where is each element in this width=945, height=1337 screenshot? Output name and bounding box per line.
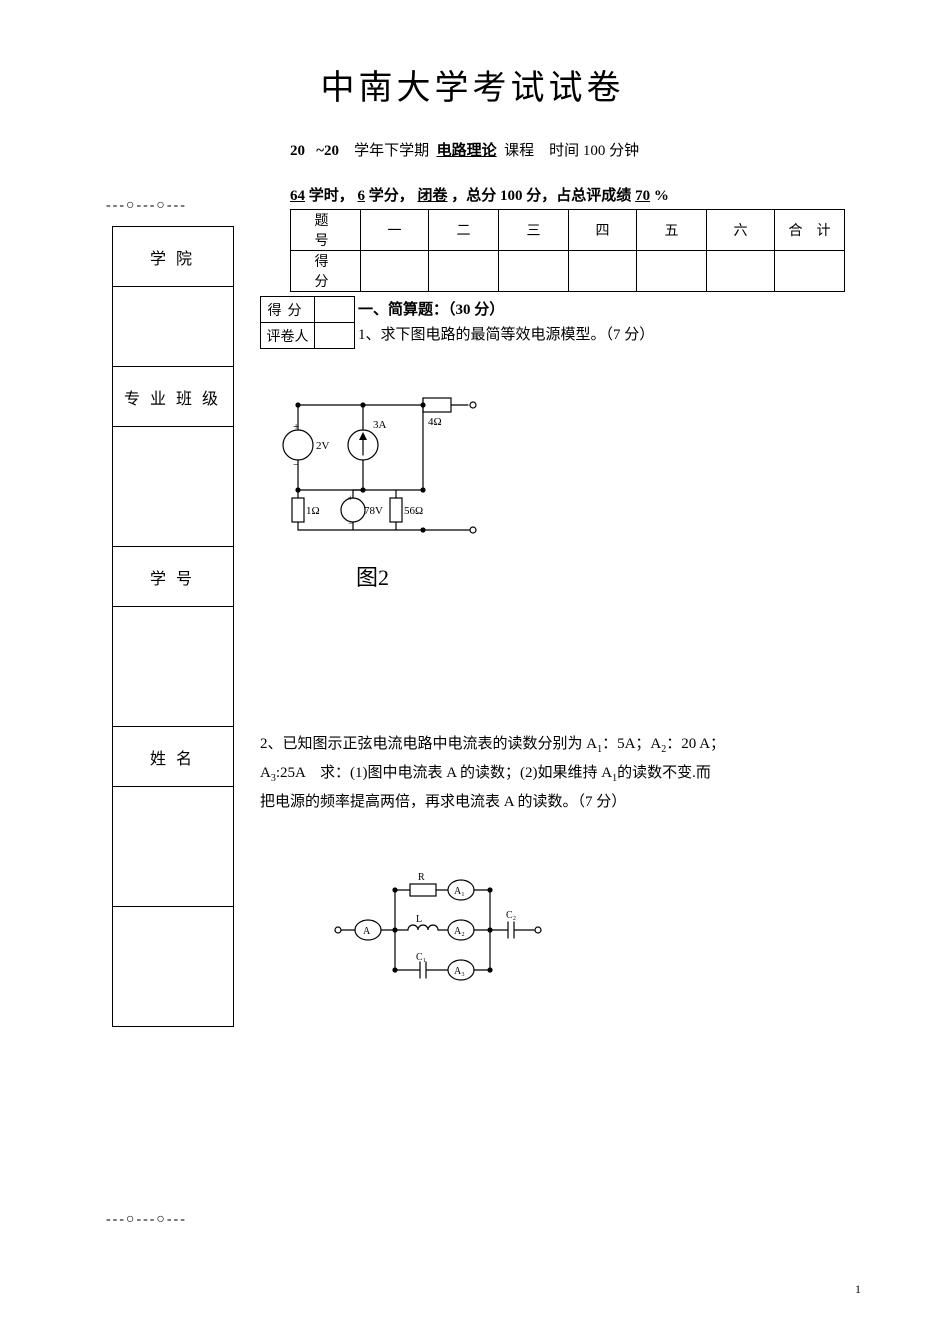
sidebar-name: 姓名 — [113, 727, 234, 787]
fig2-A2-label: A₂ — [454, 926, 465, 937]
fig2-A-label: A — [363, 926, 371, 937]
score-val-6 — [707, 251, 775, 292]
percent-value: 70 — [635, 188, 650, 204]
score-table: 题 号 一 二 三 四 五 六 合 计 得 分 — [290, 209, 845, 292]
fig2-C1-label: C₁ — [416, 952, 426, 963]
score-col-total: 合 计 — [775, 210, 845, 251]
fig1-2v-label: 2V — [316, 440, 330, 452]
sidebar-name-blank — [113, 787, 234, 907]
sidebar-id-blank — [113, 607, 234, 727]
student-info-table: 学院 专业班级 学号 姓名 — [112, 226, 234, 1027]
hours-value: 64 — [290, 188, 305, 204]
hours-label: 学时， — [309, 188, 354, 204]
question-2: 2、已知图示正弦电流电路中电流表的读数分别为 A1：5A；A2：20 A； A3… — [260, 726, 845, 817]
course-label: 课程 — [504, 143, 534, 159]
cut-mark-top: ---○---○--- — [106, 198, 187, 214]
sidebar-extra-blank — [113, 907, 234, 1027]
score-col-1: 一 — [361, 210, 429, 251]
fig1-4ohm-label: 4Ω — [428, 416, 442, 428]
q2-line1a: 2、已知图示正弦电流电路中电流表的读数分别为 A — [260, 736, 597, 752]
figure-2-circuit: A R A₁ L A₂ C₁ A₃ C₂ — [330, 870, 550, 990]
year-to: ~20 — [316, 143, 339, 159]
exam-type: 闭卷 — [418, 188, 448, 204]
fig2-R-label: R — [418, 872, 425, 883]
total-label: ，总分 100 分，占总评成绩 — [451, 188, 631, 204]
score-val-5 — [637, 251, 707, 292]
score-val-4 — [569, 251, 637, 292]
svg-text:+: + — [348, 493, 353, 503]
q2-line3: 把电源的频率提高两倍，再求电流表 A 的读数。（7 分） — [260, 794, 626, 810]
grade-box-grader-val — [315, 323, 355, 349]
svg-text:+: + — [293, 421, 299, 433]
year-from: 20 — [290, 143, 305, 159]
score-val-2 — [429, 251, 499, 292]
q2-line2b: :25A 求：(1)图中电流表 A 的读数；(2)如果维持 A — [276, 765, 612, 781]
sidebar-class-blank — [113, 427, 234, 547]
subtitle-row: 20 ~20 学年下学期 电路理论 课程 时间 100 分钟 — [290, 139, 915, 160]
score-val-3 — [499, 251, 569, 292]
cut-mark-bottom: ---○---○--- — [106, 1212, 187, 1228]
grade-box-score-lbl: 得分 — [261, 297, 315, 323]
figure-1-caption: 图2 — [356, 560, 389, 592]
fig2-L-label: L — [416, 914, 422, 925]
page-title: 中南大学考试试卷 — [30, 60, 915, 109]
q2-line2a: A — [260, 765, 271, 781]
score-val-1 — [361, 251, 429, 292]
score-col-3: 三 — [499, 210, 569, 251]
sidebar-id: 学号 — [113, 547, 234, 607]
fig1-3a-label: 3A — [373, 419, 387, 431]
sidebar-college-blank — [113, 287, 234, 367]
score-col-6: 六 — [707, 210, 775, 251]
semester: 学年下学期 — [354, 143, 429, 159]
section-1-title: 一、简算题：（30 分） — [358, 298, 845, 319]
score-col-4: 四 — [569, 210, 637, 251]
q2-line1c: ：20 A； — [666, 736, 725, 752]
credits-label: 学分， — [369, 188, 414, 204]
score-col-2: 二 — [429, 210, 499, 251]
credits-value: 6 — [358, 188, 366, 204]
q2-line1b: ：5A；A — [602, 736, 661, 752]
grade-box-score-val — [315, 297, 355, 323]
time-label: 时间 100 分钟 — [549, 143, 639, 159]
score-table-header-row: 题 号 一 二 三 四 五 六 合 计 — [291, 210, 845, 251]
score-table-value-row: 得 分 — [291, 251, 845, 292]
fig2-A3-label: A₃ — [454, 966, 465, 977]
figure-1-circuit: + − + — [278, 380, 492, 570]
fig1-56ohm-label: 56Ω — [404, 505, 423, 517]
fig2-A1-label: A₁ — [454, 886, 465, 897]
score-col-5: 五 — [637, 210, 707, 251]
info-row: 64 学时， 6 学分， 闭卷 ，总分 100 分，占总评成绩 70 % — [290, 184, 915, 205]
score-hdr-score: 得 分 — [291, 251, 361, 292]
course-name: 电路理论 — [437, 143, 497, 159]
grade-box-grader-lbl: 评卷人 — [261, 323, 315, 349]
fig1-78v-label: 78V — [364, 505, 383, 517]
score-hdr-num: 题 号 — [291, 210, 361, 251]
grade-box: 得分 评卷人 — [260, 296, 355, 349]
question-1-text: 1、求下图电路的最简等效电源模型。（7 分） — [358, 323, 845, 349]
fig1-1ohm-label: 1Ω — [306, 505, 320, 517]
page-number: 1 — [855, 1282, 861, 1297]
section-1: 一、简算题：（30 分） 1、求下图电路的最简等效电源模型。（7 分） — [358, 298, 845, 349]
sidebar-class: 专业班级 — [113, 367, 234, 427]
fig2-C2-label: C₂ — [506, 910, 516, 921]
percent-suffix: % — [654, 188, 669, 204]
score-val-total — [775, 251, 845, 292]
sidebar-college: 学院 — [113, 227, 234, 287]
q2-line2c: 的读数不变.而 — [617, 765, 711, 781]
svg-text:−: − — [348, 518, 353, 528]
